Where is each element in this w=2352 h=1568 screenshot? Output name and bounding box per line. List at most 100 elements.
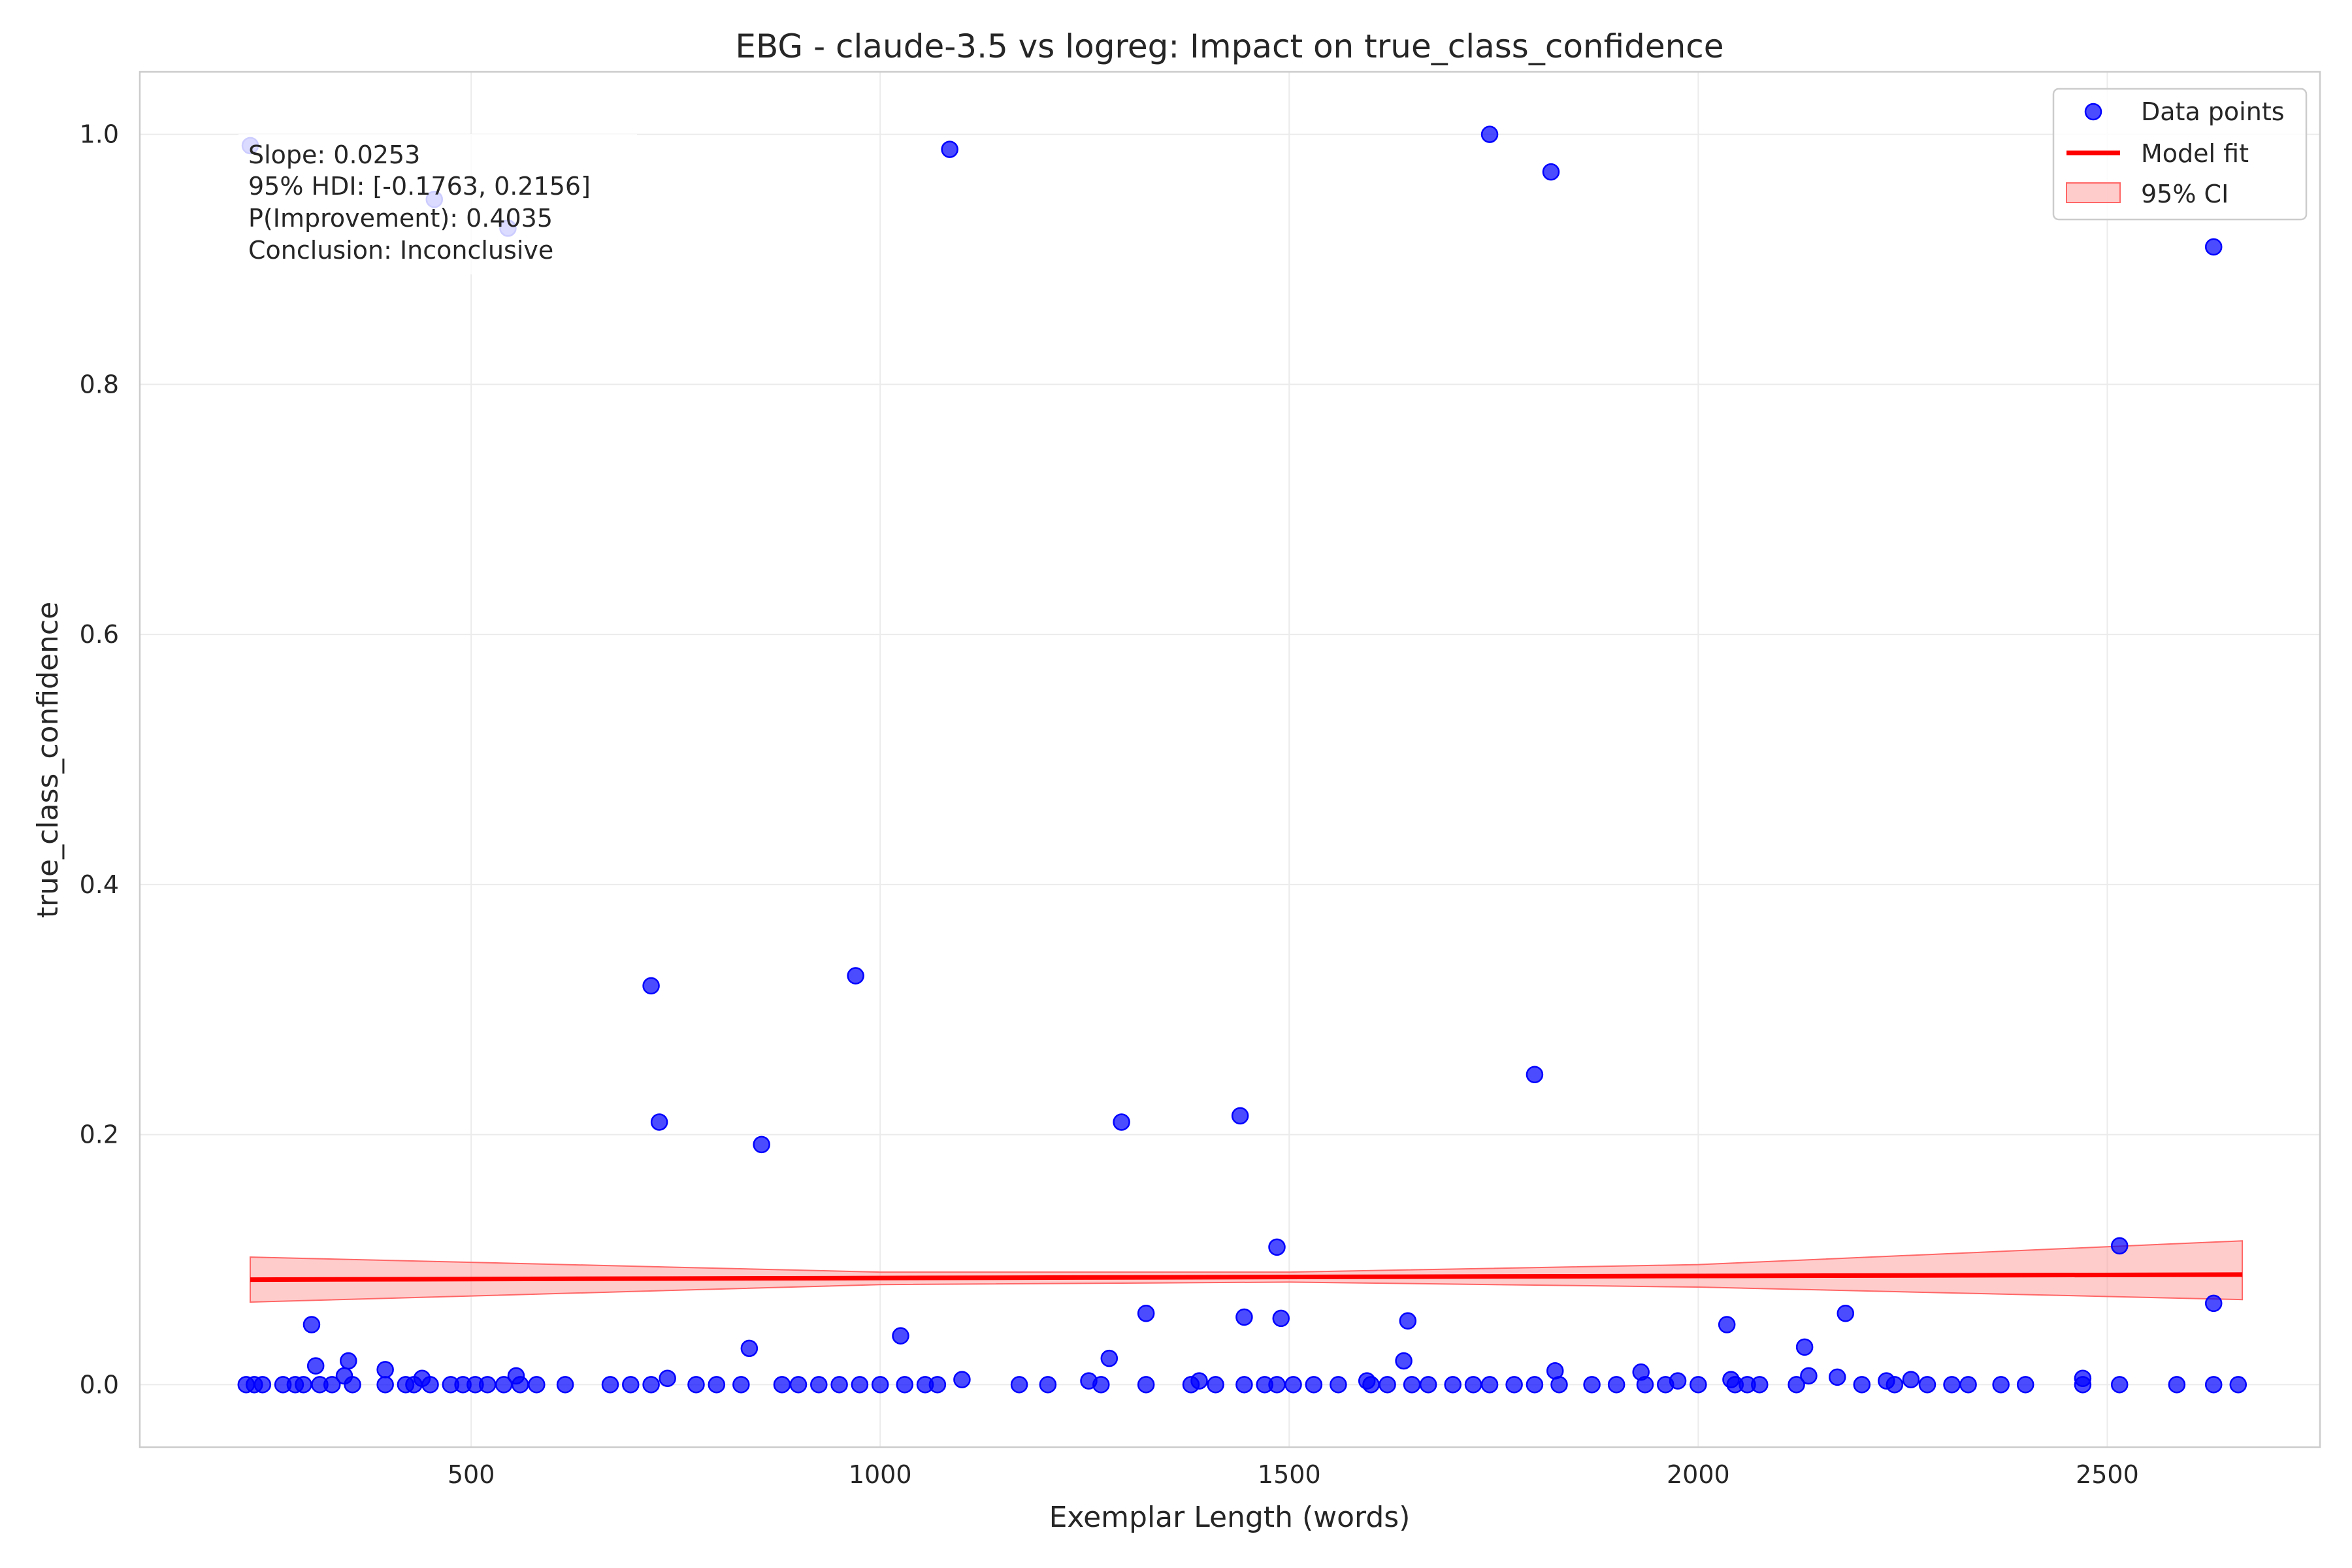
y-axis-label: true_class_confidence: [31, 602, 65, 918]
y-tick-label: 0.4: [80, 870, 119, 899]
data-point: [405, 1376, 423, 1394]
data-point: [871, 1376, 889, 1394]
data-point: [295, 1376, 312, 1394]
data-point: [1137, 1376, 1155, 1394]
legend-marker-ci: [2066, 182, 2121, 203]
data-point: [928, 1376, 947, 1394]
data-point: [1853, 1376, 1871, 1394]
data-point: [740, 1339, 759, 1358]
data-point: [1092, 1376, 1110, 1394]
y-tick-label: 0.8: [80, 370, 119, 399]
legend: Data points Model fit 95% CI: [2052, 88, 2308, 221]
data-point: [495, 1376, 513, 1394]
data-point: [1207, 1376, 1224, 1394]
data-point: [1886, 1376, 1904, 1394]
annotation-slope: Slope: 0.0253: [248, 140, 420, 169]
data-point: [302, 1316, 321, 1333]
data-point: [1403, 1376, 1421, 1394]
data-point: [642, 977, 660, 995]
data-point: [2016, 1376, 2034, 1394]
data-point: [941, 140, 958, 158]
data-point: [789, 1376, 808, 1394]
data-point: [1231, 1107, 1249, 1125]
data-point: [344, 1376, 361, 1394]
data-point: [1395, 1352, 1413, 1370]
legend-marker-data-points: [2084, 103, 2102, 121]
data-point: [1137, 1304, 1155, 1322]
data-point: [1305, 1376, 1323, 1394]
data-point: [1542, 163, 1560, 181]
x-tick-label: 1000: [849, 1460, 912, 1489]
data-point: [953, 1371, 971, 1388]
data-point: [306, 1357, 325, 1375]
data-point: [2110, 1376, 2129, 1394]
data-point: [1235, 1376, 1253, 1394]
data-point: [1959, 1376, 1977, 1394]
annotation-hdi: 95% HDI: [-0.1763, 0.2156]: [248, 172, 591, 201]
data-point: [687, 1376, 705, 1394]
data-point: [1284, 1376, 1302, 1394]
annotation-conclusion: Conclusion: Inconclusive: [248, 236, 553, 265]
data-point: [892, 1327, 909, 1345]
model-fit-layer: [250, 1272, 2243, 1282]
data-point: [1526, 1066, 1544, 1083]
data-point: [1526, 1376, 1544, 1394]
data-point: [478, 1376, 497, 1394]
data-point: [1419, 1376, 1437, 1394]
x-tick-label: 2500: [2076, 1460, 2139, 1489]
data-point: [1583, 1376, 1601, 1394]
data-point: [2074, 1376, 2092, 1394]
data-point: [2204, 238, 2223, 256]
data-point: [1550, 1376, 1568, 1394]
x-tick-label: 2000: [1667, 1460, 1730, 1489]
data-point: [1480, 125, 1499, 143]
data-point: [650, 1113, 668, 1131]
data-point: [556, 1376, 574, 1394]
data-point: [1795, 1338, 1814, 1356]
data-point: [253, 1376, 272, 1394]
data-point: [1182, 1376, 1200, 1394]
data-point: [1657, 1376, 1674, 1394]
y-tick-label: 0.0: [80, 1370, 119, 1399]
data-point: [376, 1376, 394, 1394]
data-point: [1943, 1376, 1961, 1394]
ci-band-layer: [250, 1240, 2244, 1303]
data-point: [1751, 1376, 1769, 1394]
x-tick-labels: 500 1000 1500 2000 2500: [448, 1460, 2139, 1489]
data-point: [1505, 1376, 1523, 1394]
y-tick-label: 1.0: [80, 120, 119, 149]
data-point: [1379, 1376, 1396, 1394]
data-point: [1800, 1367, 1818, 1385]
data-point: [1113, 1113, 1130, 1131]
x-tick-label: 500: [448, 1460, 495, 1489]
data-point: [851, 1376, 869, 1394]
data-point: [1480, 1376, 1499, 1394]
data-point: [1399, 1312, 1417, 1330]
data-point: [601, 1376, 619, 1394]
data-point: [2168, 1376, 2186, 1394]
data-point: [512, 1376, 529, 1394]
chart-title: EBG - claude-3.5 vs logreg: Impact on tr…: [735, 27, 1723, 65]
data-point: [1636, 1376, 1654, 1394]
data-point: [659, 1369, 676, 1387]
data-point: [847, 967, 864, 985]
data-point: [528, 1376, 546, 1394]
data-point: [1444, 1376, 1462, 1394]
ci-band: [250, 1240, 2244, 1303]
data-point: [1235, 1308, 1253, 1326]
data-point: [2204, 1376, 2223, 1394]
data-point: [421, 1376, 439, 1394]
y-tick-label: 0.2: [80, 1120, 119, 1149]
data-point: [1010, 1376, 1028, 1394]
data-point: [1268, 1376, 1286, 1394]
x-axis-label: Exemplar Length (words): [1049, 1501, 1411, 1534]
data-point: [1992, 1376, 2010, 1394]
legend-label-ci: 95% CI: [2141, 180, 2229, 208]
data-point: [753, 1135, 770, 1154]
data-point: [896, 1376, 914, 1394]
data-point: [810, 1376, 828, 1394]
data-point: [1902, 1371, 1920, 1388]
data-point: [642, 1376, 660, 1394]
data-point: [1464, 1376, 1482, 1394]
data-point: [1362, 1376, 1380, 1394]
